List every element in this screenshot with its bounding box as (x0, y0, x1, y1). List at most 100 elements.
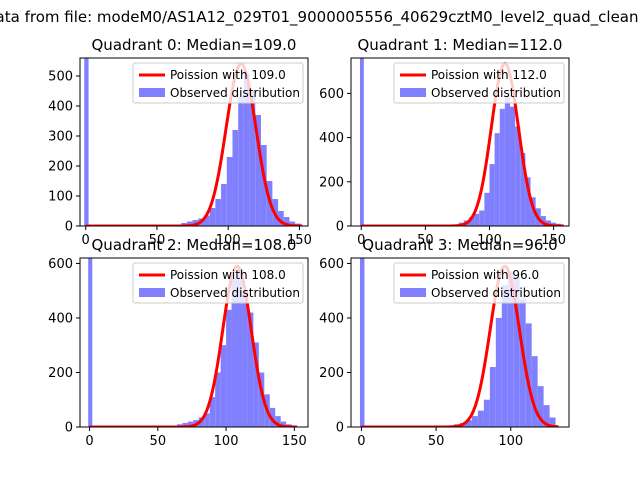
y-tick-label: 200 (319, 366, 344, 381)
legend-hist-swatch (139, 288, 165, 297)
histogram-bar (468, 217, 475, 226)
histogram-bar (88, 258, 93, 427)
y-tick-label: 400 (48, 311, 73, 326)
histogram-bar (489, 367, 496, 427)
histogram-bar (359, 58, 364, 226)
legend: Poission with 96.0 Observed distribution (393, 262, 565, 304)
y-tick-label: 600 (319, 257, 344, 272)
plot-area (88, 258, 298, 427)
histogram-bar (260, 145, 267, 226)
y-tick-label: 0 (65, 220, 73, 235)
histogram-bar (477, 410, 484, 427)
axes-frame (79, 57, 309, 227)
y-tick-label: 400 (319, 131, 344, 146)
legend-hist-label: Observed distribution (170, 86, 300, 100)
subplot-quadrant-0: 0 50 100 150 0 100 200 300 400 500 Poission with 1… (48, 36, 312, 248)
histogram-bar (525, 177, 531, 226)
histogram-bar (186, 221, 193, 226)
histogram-bar (540, 216, 546, 226)
legend: Poission with 112.0 Observed distribution (393, 62, 565, 104)
y-tick-label: 100 (48, 190, 73, 205)
histogram-bar (243, 73, 250, 226)
histogram-bar (531, 356, 538, 427)
histogram-bar (215, 372, 221, 427)
histogram-bar (209, 208, 216, 226)
y-tick-label: 200 (48, 160, 73, 175)
histogram-bar (253, 342, 259, 427)
histogram-bar (525, 323, 532, 427)
histogram-bar (215, 199, 222, 226)
x-tick-label: 0 (82, 233, 90, 248)
legend: Poission with 108.0 Observed distribution (132, 262, 304, 304)
histogram-bar (280, 421, 287, 427)
legend-hist-label: Observed distribution (170, 286, 300, 300)
axes-frame (350, 257, 570, 428)
subplot-quadrant-3: 0 50 100 0 200 400 600 Poission with 96.0 Observ… (319, 236, 570, 449)
y-tick-label: 0 (336, 421, 344, 436)
legend-box (132, 62, 304, 104)
plot-area (359, 258, 560, 427)
x-tick-label: 50 (428, 434, 445, 449)
histogram-bar (519, 298, 526, 427)
x-tick-label: 100 (477, 233, 502, 248)
histogram-bar (187, 421, 194, 427)
legend-hist-label: Observed distribution (431, 286, 561, 300)
figure-suptitle: Data from file: modeM0/AS1A12_029T01_900… (0, 8, 640, 26)
legend-hist-label: Observed distribution (431, 86, 561, 100)
histogram-bar (474, 213, 480, 226)
poisson-fit-curve (360, 62, 565, 226)
histogram-bar (84, 58, 89, 226)
y-tick-label: 400 (319, 311, 344, 326)
plot-area (84, 58, 304, 226)
y-tick-label: 200 (319, 175, 344, 190)
histogram-bar (255, 115, 261, 226)
histogram-bar (530, 197, 536, 226)
histogram-bar (231, 277, 238, 427)
histogram-bar (275, 416, 281, 427)
histogram-bar (232, 130, 239, 226)
subplot-title: Quadrant 2: Median=108.0 (92, 236, 297, 254)
histogram-bar (543, 405, 550, 427)
histogram-bar (499, 108, 505, 226)
subplot-quadrant-2: 0 50 100 150 0 200 400 600 Poission with 108.0 Ob… (48, 236, 309, 449)
histogram-bar (238, 97, 244, 226)
histogram-bar (471, 416, 478, 427)
legend-box (393, 62, 565, 104)
histogram-bar (226, 309, 232, 427)
histogram-bar (182, 422, 188, 427)
histogram-bar (483, 399, 490, 427)
y-tick-label: 600 (48, 257, 73, 272)
histogram-bar (278, 211, 284, 226)
legend-hist-swatch (139, 88, 165, 97)
subplot-title: Quadrant 0: Median=109.0 (92, 36, 297, 54)
histogram-bar (258, 372, 265, 427)
x-tick-label: 0 (357, 233, 365, 248)
histogram-bar (283, 217, 290, 226)
x-tick-label: 50 (417, 233, 434, 248)
histogram-bar (237, 268, 243, 427)
histogram-bar (465, 420, 472, 427)
legend-hist-swatch (400, 88, 426, 97)
histogram-bar (515, 126, 521, 226)
legend-fit-label: Poission with 109.0 (170, 68, 286, 82)
histogram-bar (289, 221, 296, 226)
histogram-bar (220, 345, 227, 427)
histogram-bar (249, 91, 256, 226)
x-tick-label: 100 (214, 434, 239, 449)
histogram-bar (209, 397, 216, 427)
histogram-bar (226, 157, 233, 226)
histogram-bar (495, 317, 502, 427)
x-tick-label: 150 (541, 233, 566, 248)
subplot-title: Quadrant 3: Median=96.0 (362, 236, 557, 254)
histogram-bar (507, 271, 514, 427)
histogram-bar (537, 386, 544, 427)
legend: Poission with 109.0 Observed distribution (132, 62, 304, 104)
histogram-bar (247, 312, 254, 427)
subplot-quadrant-1: 0 50 100 150 0 200 400 600 Poission with 112.0 Ob… (319, 36, 570, 248)
legend-box (393, 262, 565, 304)
x-tick-label: 50 (149, 233, 166, 248)
histogram-bar (549, 417, 556, 427)
histogram-bar (221, 184, 227, 226)
x-tick-label: 100 (216, 233, 241, 248)
